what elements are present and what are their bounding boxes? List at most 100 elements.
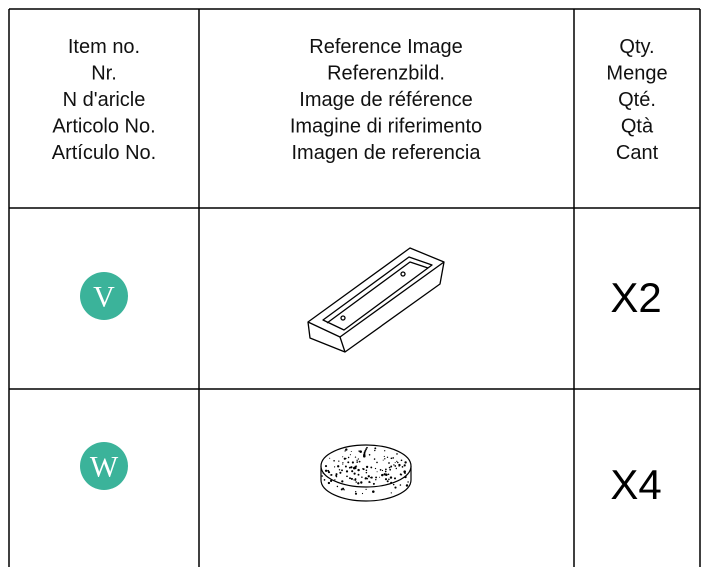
pad-speckle (342, 456, 344, 458)
pad-speckle (350, 450, 352, 453)
pad-speckle (386, 456, 389, 458)
pad-speckle (392, 483, 395, 486)
tray-slot-inner (326, 261, 429, 324)
pad-speckle (361, 492, 364, 495)
pad-speckle (383, 473, 386, 476)
pad-speckle (344, 465, 347, 468)
pad-speckle (353, 479, 355, 481)
header-text: Imagen de referencia (291, 142, 481, 164)
pad-speckle (364, 477, 367, 480)
item-badge (80, 442, 128, 490)
pad-speckle (384, 450, 386, 452)
pad-speckle (357, 468, 360, 472)
header-text: Qty. (619, 36, 654, 58)
pad-speckle (329, 474, 331, 476)
pad-speckle (334, 466, 336, 468)
tray-edge (339, 336, 346, 353)
pad-speckle (390, 465, 393, 468)
pad-speckle (385, 468, 387, 471)
pad-speckle (365, 471, 368, 474)
header-text: Articolo No. (52, 116, 155, 138)
pad-speckle (356, 459, 358, 461)
pad-speckle (374, 449, 376, 452)
pad-speckle (393, 477, 397, 480)
pad-speckle (389, 476, 393, 479)
pad-speckle (339, 471, 342, 474)
pad-speckle (388, 466, 391, 469)
pad-speckle (343, 489, 345, 491)
pad-speckle (365, 469, 368, 472)
pad-speckle (373, 458, 376, 460)
pad-speckle (404, 472, 406, 475)
pad-speckle (393, 464, 395, 466)
pad-speckle (354, 492, 358, 495)
pad-speckle (374, 447, 377, 450)
pad-speckle (376, 461, 378, 464)
pad-speckle (390, 457, 393, 460)
pad-speckle (354, 456, 357, 458)
pad-speckle (368, 454, 371, 456)
pad-speckle (399, 484, 402, 486)
pad-speckle (362, 468, 364, 470)
pad-speckle (327, 481, 331, 485)
pad-speckle (389, 468, 392, 471)
pad-speckle (372, 490, 375, 493)
tray-image (307, 247, 445, 353)
pad-speckle (399, 464, 401, 466)
pad-speckle (337, 465, 340, 468)
pad-speckle (404, 461, 407, 464)
pad-speckle (338, 469, 341, 471)
header-text: Nr. (91, 63, 117, 85)
pad-speckle (360, 481, 363, 484)
pad-speckle (365, 465, 369, 469)
pad-speckle (350, 477, 353, 480)
pad-speckle (344, 450, 346, 452)
pad-speckle (353, 472, 356, 475)
pad-speckle (379, 476, 381, 478)
pad-speckle (365, 448, 367, 451)
tray-hole (340, 315, 346, 321)
pad-speckle (388, 462, 390, 464)
pad-speckle (363, 451, 366, 454)
pad-speckle (354, 479, 357, 481)
pad-speckle (390, 492, 392, 494)
pad-speckle (333, 459, 335, 462)
header-text: Menge (606, 63, 667, 85)
pad-speckle (327, 471, 331, 474)
pad-speckle (370, 466, 373, 469)
item-label: V (93, 281, 115, 314)
pad-speckle (403, 470, 406, 473)
pad-speckle (338, 460, 340, 462)
header-text: Cant (616, 142, 659, 164)
pad-speckle (359, 450, 362, 453)
pad-speckle (342, 463, 344, 465)
pad-speckle (403, 464, 406, 467)
pad-speckle (365, 488, 367, 491)
pad-speckle (376, 471, 378, 473)
pad-speckle (350, 466, 353, 469)
pad-speckle (387, 473, 390, 476)
pad-speckle (355, 481, 357, 483)
pad-speckle (355, 491, 357, 493)
pad-speckle (397, 461, 399, 464)
header-text: Image de référence (299, 89, 472, 111)
pad-speckle (361, 476, 363, 478)
pad-speckle (388, 478, 390, 481)
pad-speckle (336, 485, 339, 488)
quantity: X4 (610, 461, 661, 508)
pad-speckle (370, 476, 373, 479)
item-badge (80, 272, 128, 320)
pad-speckle (369, 481, 371, 483)
pad-top (320, 444, 412, 488)
pad-speckle (384, 458, 386, 460)
pad-speckle (364, 449, 367, 452)
pad-speckle (342, 487, 345, 490)
pad-speckle (343, 457, 346, 460)
pad-speckle (322, 472, 325, 474)
pad-speckle (366, 446, 368, 449)
header-text: Imagine di riferimento (290, 116, 482, 138)
pad-speckle (405, 484, 409, 487)
pad-speckle (379, 469, 382, 471)
pad-speckle (345, 448, 348, 451)
quantity: X2 (610, 274, 661, 321)
